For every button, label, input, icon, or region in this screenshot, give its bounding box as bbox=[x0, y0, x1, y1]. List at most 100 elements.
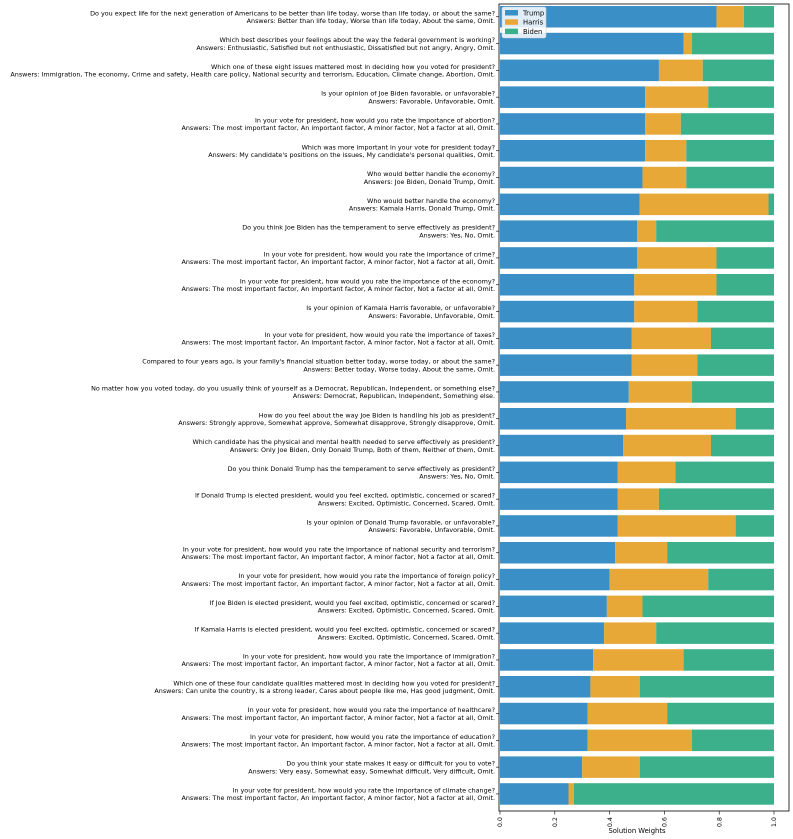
question-label: Do you think Donald Trump has the temper… bbox=[228, 465, 495, 473]
x-axis-title: Solution Weights bbox=[608, 827, 666, 835]
bar-biden-8 bbox=[656, 220, 774, 242]
bar-trump-25 bbox=[500, 676, 591, 698]
bar-biden-11 bbox=[697, 300, 774, 323]
answers-label: Answers: The most important factor, An i… bbox=[182, 258, 496, 266]
bar-harris-1 bbox=[683, 32, 692, 55]
bar-trump-14 bbox=[500, 381, 629, 403]
bar-trump-8 bbox=[500, 220, 637, 242]
x-tick-label: 1.0 bbox=[770, 817, 778, 827]
bar-trump-13 bbox=[500, 354, 632, 376]
legend-label-biden: Biden bbox=[523, 28, 542, 36]
question-label: Is your opinion of Joe Biden favorable, … bbox=[321, 90, 495, 98]
bar-biden-1 bbox=[691, 32, 774, 55]
bar-harris-18 bbox=[617, 488, 659, 510]
legend-swatch-harris bbox=[505, 19, 518, 25]
bar-harris-7 bbox=[639, 193, 769, 216]
bar-biden-4 bbox=[680, 113, 774, 135]
bar-biden-26 bbox=[667, 702, 774, 725]
bar-trump-1 bbox=[500, 32, 684, 55]
bar-harris-17 bbox=[617, 461, 676, 484]
bar-harris-8 bbox=[637, 220, 657, 242]
bar-trump-24 bbox=[500, 649, 594, 671]
bar-harris-0 bbox=[716, 6, 744, 28]
bar-biden-0 bbox=[743, 6, 774, 28]
legend-label-harris: Harris bbox=[523, 19, 544, 27]
bar-biden-28 bbox=[639, 756, 774, 778]
bar-harris-10 bbox=[634, 274, 717, 296]
bars-layer bbox=[500, 6, 774, 805]
question-label: In your vote for president, how would yo… bbox=[183, 545, 495, 553]
bar-harris-21 bbox=[609, 568, 709, 591]
bar-trump-9 bbox=[500, 247, 637, 269]
answers-label: Answers: The most important factor, An i… bbox=[182, 285, 496, 293]
bar-biden-25 bbox=[639, 676, 774, 698]
bar-trump-2 bbox=[500, 59, 659, 82]
bar-harris-22 bbox=[606, 595, 643, 618]
bar-trump-21 bbox=[500, 568, 610, 591]
plot-frame bbox=[498, 3, 790, 812]
question-label: In your vote for president, how would yo… bbox=[240, 277, 495, 285]
bar-harris-25 bbox=[590, 676, 640, 698]
bar-harris-3 bbox=[645, 86, 709, 108]
bar-harris-14 bbox=[628, 381, 692, 403]
bar-trump-12 bbox=[500, 327, 632, 350]
question-label: Is your opinion of Kamala Harris favorab… bbox=[306, 304, 495, 312]
bar-harris-13 bbox=[631, 354, 698, 376]
answers-label: Answers: Democrat, Republican, Independe… bbox=[293, 392, 495, 400]
bar-biden-10 bbox=[716, 274, 774, 296]
question-label: Do you expect life for the next generati… bbox=[90, 9, 495, 17]
question-label: Do you think your state makes it easy or… bbox=[286, 760, 495, 768]
bar-harris-2 bbox=[658, 59, 703, 82]
question-label: In your vote for president, how would yo… bbox=[243, 652, 495, 660]
bar-biden-21 bbox=[708, 568, 774, 591]
question-label: If Joe Biden is elected president, would… bbox=[210, 599, 495, 607]
bar-harris-11 bbox=[634, 300, 698, 323]
bar-biden-3 bbox=[708, 86, 774, 108]
bar-harris-29 bbox=[568, 783, 574, 805]
answers-label: Answers: Better than life today, Worse t… bbox=[247, 17, 495, 25]
bar-harris-23 bbox=[604, 622, 657, 644]
bar-trump-16 bbox=[500, 434, 624, 457]
answers-label: Answers: Strongly approve, Somewhat appr… bbox=[178, 419, 495, 427]
legend-swatch-biden bbox=[505, 28, 518, 35]
bar-biden-14 bbox=[691, 381, 774, 403]
question-label: In your vote for president, how would yo… bbox=[264, 331, 495, 339]
bar-biden-9 bbox=[716, 247, 774, 269]
bar-trump-3 bbox=[500, 86, 646, 108]
x-axis: 0.0 0.2 0.4 0.6 0.8 1.0 bbox=[496, 811, 778, 827]
bar-harris-26 bbox=[587, 702, 668, 725]
bar-biden-29 bbox=[573, 783, 774, 805]
answers-label: Answers: Kamala Harris, Donald Trump, Om… bbox=[349, 205, 495, 213]
bar-trump-19 bbox=[500, 515, 618, 537]
answers-label: Answers: The most important factor, An i… bbox=[182, 714, 496, 722]
bar-trump-27 bbox=[500, 729, 588, 752]
question-label: Which one of these four candidate qualit… bbox=[173, 679, 495, 687]
bar-biden-6 bbox=[686, 166, 774, 189]
question-label: Compared to four years ago, is your fami… bbox=[142, 358, 495, 366]
answers-label: Answers: Excited, Optimistic, Concerned,… bbox=[318, 607, 495, 615]
bar-harris-24 bbox=[593, 649, 684, 671]
x-tick-label: 0.2 bbox=[551, 817, 559, 827]
x-tick-label: 0.0 bbox=[496, 817, 504, 827]
question-label: In your vote for president, how would yo… bbox=[238, 572, 495, 580]
bar-biden-15 bbox=[735, 408, 774, 430]
bar-harris-20 bbox=[615, 542, 668, 564]
bar-trump-23 bbox=[500, 622, 605, 644]
bar-trump-10 bbox=[500, 274, 635, 296]
bar-trump-5 bbox=[500, 140, 646, 162]
answers-label: Answers: Favorable, Unfavorable, Omit. bbox=[368, 312, 495, 320]
bar-trump-18 bbox=[500, 488, 618, 510]
answers-label: Answers: Enthusiastic, Satisfied but not… bbox=[196, 44, 495, 52]
bar-trump-7 bbox=[500, 193, 640, 216]
answers-label: Answers: The most important factor, An i… bbox=[182, 580, 496, 588]
question-labels: Do you expect life for the next generati… bbox=[10, 9, 499, 802]
question-label: In your vote for president, how would yo… bbox=[264, 250, 495, 258]
question-label: No matter how you voted today, do you us… bbox=[91, 384, 495, 392]
bar-trump-26 bbox=[500, 702, 588, 725]
question-label: If Kamala Harris is elected president, w… bbox=[195, 626, 495, 634]
bar-trump-29 bbox=[500, 783, 569, 805]
bar-biden-16 bbox=[710, 434, 774, 457]
question-label: Which one of these eight issues mattered… bbox=[211, 63, 495, 71]
answers-label: Answers: Only Joe Biden, Only Donald Tru… bbox=[230, 446, 495, 454]
